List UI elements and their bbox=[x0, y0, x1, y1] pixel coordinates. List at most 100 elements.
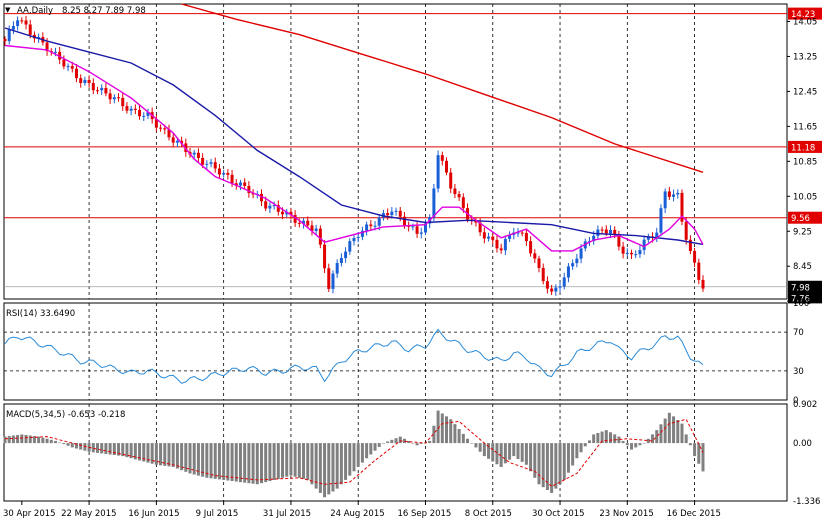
macd-bar bbox=[617, 436, 621, 444]
macd-bar bbox=[680, 423, 684, 444]
macd-bar bbox=[339, 443, 343, 485]
candle-body bbox=[230, 174, 234, 184]
candle-body bbox=[142, 115, 146, 117]
date-label: 8 Oct 2015 bbox=[465, 509, 512, 519]
low-marker-tag: 7.76 bbox=[791, 294, 810, 304]
macd-bar bbox=[167, 443, 171, 467]
macd-bar bbox=[49, 439, 53, 444]
rsi-axis: 100 70 30 0 bbox=[793, 299, 809, 406]
date-label: 16 Sep 2015 bbox=[397, 509, 451, 519]
candle-body bbox=[222, 172, 226, 175]
macd-bar bbox=[293, 443, 297, 477]
macd-bar bbox=[171, 443, 175, 467]
macd-bar bbox=[386, 441, 390, 444]
candle-body bbox=[453, 188, 457, 195]
candle-body bbox=[676, 192, 680, 195]
macd-bar bbox=[28, 435, 32, 444]
candle-body bbox=[129, 108, 133, 111]
candle-body bbox=[659, 208, 663, 233]
candle-body bbox=[432, 188, 436, 218]
candle-body bbox=[554, 287, 558, 292]
candle-body bbox=[360, 230, 364, 237]
macd-bar bbox=[302, 443, 306, 479]
candle-body bbox=[613, 229, 617, 235]
candle-body bbox=[630, 252, 634, 255]
macd-bar bbox=[596, 432, 600, 444]
candle-body bbox=[365, 224, 369, 231]
candle-body bbox=[96, 90, 100, 92]
macd-bar bbox=[659, 424, 663, 444]
macd-bar bbox=[381, 443, 385, 444]
macd-bar bbox=[571, 443, 575, 466]
candle-body bbox=[247, 185, 251, 194]
macd-bar bbox=[16, 434, 20, 444]
candle-body bbox=[491, 236, 495, 240]
macd-bar bbox=[419, 443, 423, 444]
candle-body bbox=[667, 191, 671, 197]
candle-body bbox=[306, 220, 310, 226]
rsi-tick-label: 100 bbox=[793, 299, 809, 309]
macd-label: MACD(5,34,5) -0.653 -0.218 bbox=[6, 410, 125, 420]
macd-bar bbox=[663, 418, 667, 444]
candle-body bbox=[579, 248, 583, 259]
macd-bar bbox=[129, 443, 133, 459]
macd-bar bbox=[613, 434, 617, 444]
candle-body bbox=[499, 248, 503, 251]
candle-body bbox=[251, 193, 255, 195]
macd-bar bbox=[651, 434, 655, 444]
rsi-tick-label: 0 bbox=[793, 396, 798, 406]
candle-body bbox=[520, 232, 524, 234]
macd-bar bbox=[138, 443, 142, 461]
candle-body bbox=[646, 236, 650, 240]
macd-bar bbox=[306, 443, 310, 480]
macd-bar bbox=[529, 443, 533, 472]
candle-body bbox=[461, 197, 465, 209]
candle-body bbox=[318, 228, 322, 245]
candle-body bbox=[53, 51, 57, 53]
candle-body bbox=[407, 225, 411, 227]
macd-bar bbox=[331, 443, 335, 492]
candle-body bbox=[234, 183, 238, 186]
macd-bar bbox=[117, 443, 121, 456]
macd-bar bbox=[180, 443, 184, 471]
date-label: 9 Jul 2015 bbox=[196, 509, 239, 519]
macd-bar bbox=[592, 434, 596, 444]
candle-body bbox=[297, 222, 301, 224]
ma-long-line bbox=[181, 3, 704, 173]
candle-body bbox=[457, 194, 461, 198]
candle-body bbox=[562, 277, 566, 287]
macd-bar bbox=[693, 443, 697, 457]
macd-bar bbox=[390, 439, 394, 444]
candle-body bbox=[693, 251, 697, 263]
candle-body bbox=[163, 128, 167, 130]
macd-bar bbox=[104, 443, 108, 454]
candle-body bbox=[516, 232, 520, 234]
header-menu-icon[interactable]: ▼ bbox=[5, 6, 11, 14]
macd-bar bbox=[150, 443, 154, 464]
macd-bar bbox=[318, 443, 322, 493]
candle-body bbox=[268, 205, 272, 209]
candle-body bbox=[91, 83, 95, 91]
candle-body bbox=[45, 42, 49, 52]
header-symbol: AA,Daily bbox=[17, 6, 53, 16]
candle-body bbox=[175, 140, 179, 143]
macd-bar bbox=[238, 443, 242, 483]
candle-body bbox=[302, 220, 306, 224]
candle-body bbox=[331, 273, 335, 289]
macd-tick-label: 0.902 bbox=[793, 400, 817, 410]
macd-bar bbox=[672, 416, 676, 444]
macd-bar bbox=[344, 443, 348, 480]
candle-body bbox=[205, 163, 209, 165]
macd-bar bbox=[255, 443, 259, 485]
macd-bar bbox=[45, 438, 49, 444]
candle-body bbox=[419, 232, 423, 234]
candle-body bbox=[37, 37, 41, 39]
price-tick-label: 10.05 bbox=[793, 192, 817, 202]
candlesticks bbox=[3, 15, 705, 296]
candle-body bbox=[108, 93, 112, 100]
candle-body bbox=[335, 263, 339, 274]
candle-body bbox=[697, 262, 701, 280]
macd-bar bbox=[533, 443, 537, 478]
candle-body bbox=[146, 112, 150, 116]
